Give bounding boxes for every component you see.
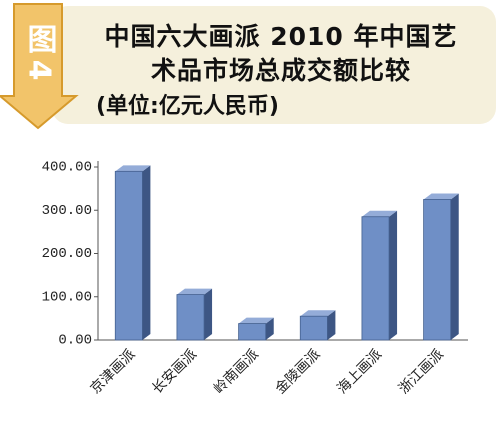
header-graphic: 图4 bbox=[0, 3, 496, 130]
bar bbox=[238, 323, 267, 341]
bar-top bbox=[300, 310, 336, 317]
x-tick-label: 长安画派 bbox=[149, 346, 200, 397]
y-tick-label: 0.00 bbox=[58, 333, 92, 349]
bar-top bbox=[176, 288, 213, 295]
badge-text: 图4 bbox=[22, 24, 57, 87]
bar-side bbox=[265, 317, 274, 340]
bar bbox=[176, 294, 205, 341]
chart-subtitle: (单位:亿元人民币) bbox=[96, 94, 279, 119]
y-tick-label: 200.00 bbox=[42, 246, 92, 262]
x-tick-label: 金陵画派 bbox=[273, 346, 324, 397]
x-tick-label: 浙江画派 bbox=[396, 346, 447, 397]
y-tick-label: 400.00 bbox=[42, 160, 92, 176]
x-tick-label: 海上画派 bbox=[334, 346, 385, 397]
y-tick-label: 300.00 bbox=[42, 203, 92, 219]
x-tick-label: 京津画派 bbox=[88, 346, 139, 397]
bar-side bbox=[389, 210, 398, 340]
bar-side bbox=[327, 310, 336, 340]
bar-side bbox=[204, 288, 213, 340]
bar-top bbox=[361, 210, 398, 217]
chart-title: 中国六大画派 2010 年中国艺术品市场总成交额比较 bbox=[104, 22, 458, 85]
bar-top bbox=[423, 193, 459, 200]
y-tick-label: 100.00 bbox=[42, 289, 92, 305]
header-panel bbox=[52, 6, 496, 124]
bar bbox=[114, 170, 143, 341]
bar-side bbox=[142, 165, 151, 340]
bar bbox=[423, 199, 452, 341]
badge-arrow bbox=[0, 3, 79, 130]
bar bbox=[299, 315, 328, 341]
bar-top bbox=[238, 317, 274, 324]
bar-top bbox=[115, 165, 151, 172]
bar bbox=[361, 216, 390, 341]
x-tick-label: 岭南画派 bbox=[211, 346, 262, 397]
bar-side bbox=[450, 193, 459, 340]
chart: 0.00 100.00 200.00 300.00 400.00 京津画派 长安画派 岭南画派… bbox=[42, 160, 468, 397]
